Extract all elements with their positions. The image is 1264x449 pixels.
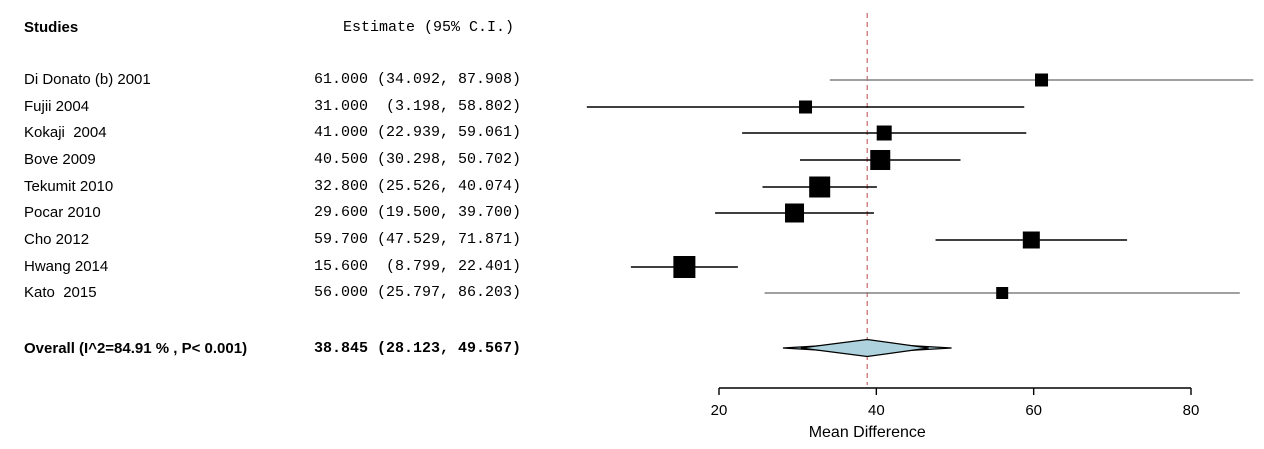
estimate-square (1022, 231, 1040, 249)
study-label: Kokaji 2004 (24, 124, 107, 141)
study-label: Fujii 2004 (24, 98, 90, 115)
axis-tick-label: 60 (1025, 402, 1042, 419)
estimate-square (870, 150, 891, 170)
axis-tick-label: 80 (1183, 402, 1200, 419)
estimate-square (996, 287, 1009, 299)
study-label: Pocar 2010 (24, 204, 101, 221)
axis-tick-label: 20 (711, 402, 728, 419)
estimate-square (1035, 73, 1049, 87)
estimate-square (876, 125, 892, 141)
studies-header: Studies (24, 19, 79, 36)
estimate-value: 61.000 (34.092, 87.908) (314, 71, 522, 88)
estimate-value: 41.000 (22.939, 59.061) (314, 124, 522, 141)
estimate-value: 32.800 (25.526, 40.074) (314, 178, 522, 195)
estimate-header: Estimate (95% C.I.) (343, 19, 515, 36)
estimate-square (809, 176, 831, 198)
overall-estimate: 38.845 (28.123, 49.567) (314, 340, 522, 357)
study-label: Tekumit 2010 (24, 178, 114, 195)
study-label: Di Donato (b) 2001 (24, 71, 151, 88)
study-label: Kato 2015 (24, 284, 97, 301)
estimate-value: 29.600 (19.500, 39.700) (314, 204, 522, 221)
study-label: Cho 2012 (24, 231, 90, 248)
estimate-square (673, 256, 696, 278)
x-axis-label: Mean Difference (809, 424, 926, 441)
study-label: Hwang 2014 (24, 258, 109, 275)
estimate-square (799, 100, 813, 114)
study-label: Bove 2009 (24, 151, 96, 168)
axis-tick-label: 40 (868, 402, 885, 419)
estimate-value: 56.000 (25.797, 86.203) (314, 284, 522, 301)
overall-label: Overall (I^2=84.91 % , P< 0.001) (24, 340, 248, 357)
estimate-square (785, 203, 805, 223)
estimate-value: 15.600 (8.799, 22.401) (314, 258, 522, 275)
estimate-value: 59.700 (47.529, 71.871) (314, 231, 522, 248)
estimate-value: 40.500 (30.298, 50.702) (314, 151, 522, 168)
estimate-value: 31.000 (3.198, 58.802) (314, 98, 522, 115)
summary-diamond-inner (800, 338, 929, 358)
